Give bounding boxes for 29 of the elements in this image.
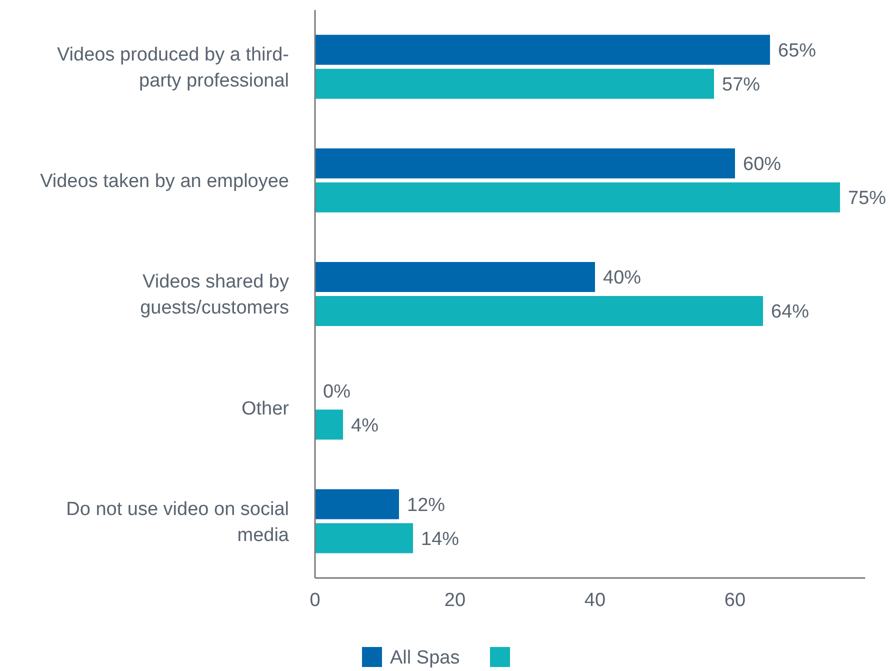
y-tick-label: Videos shared by guests/customers — [140, 272, 290, 319]
bar — [315, 34, 770, 65]
bar — [315, 148, 735, 178]
data-label: 65% — [778, 40, 816, 62]
legend-label: All Spas — [390, 648, 460, 669]
bar — [315, 410, 343, 440]
y-tick-label: Videos taken by an employee — [40, 171, 289, 192]
data-label: 12% — [407, 494, 446, 516]
x-tick-label: 40 — [584, 590, 606, 611]
y-tick-label: Do not use video on social media — [66, 498, 290, 546]
bar — [315, 523, 413, 554]
data-label: 64% — [771, 302, 810, 323]
bar — [315, 182, 840, 212]
bar — [315, 262, 595, 292]
data-label: 57% — [722, 74, 760, 96]
x-tick-label: 60 — [724, 590, 746, 611]
data-label: 14% — [421, 528, 460, 550]
data-label: 75% — [848, 188, 886, 210]
y-tick-label: Videos produced by a third-party professional — [56, 44, 289, 92]
data-label: 40% — [603, 268, 642, 289]
bar — [315, 68, 714, 99]
data-label: 60% — [743, 154, 782, 176]
x-tick-label: 20 — [444, 590, 466, 611]
data-label: 0% — [323, 381, 351, 402]
bar — [315, 296, 763, 326]
y-tick-label: Other — [241, 398, 290, 420]
x-tick-label: 0 — [310, 590, 320, 611]
data-label: 4% — [351, 415, 379, 436]
bar — [315, 489, 399, 520]
